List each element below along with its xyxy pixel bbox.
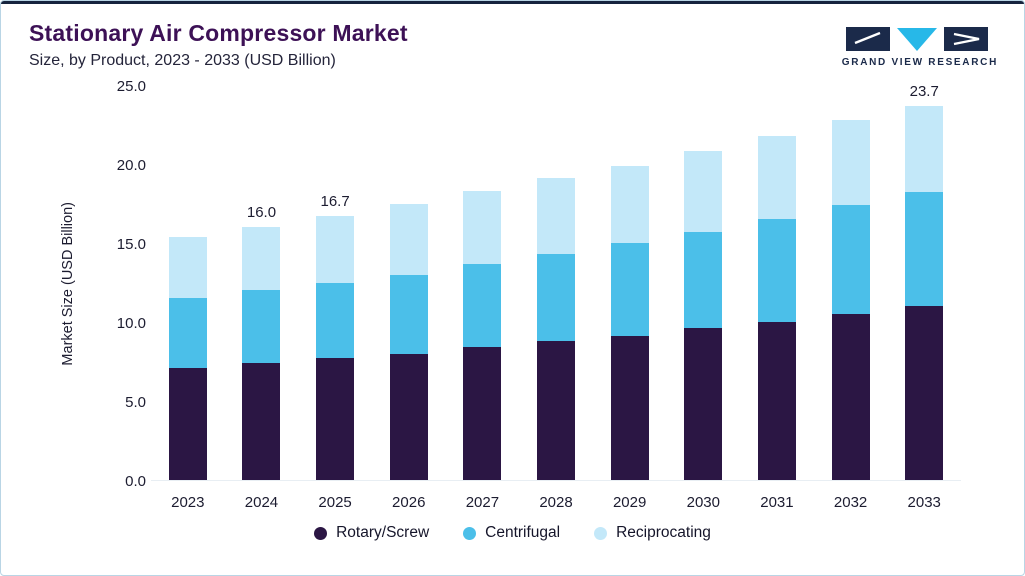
bar-segment-centrifugal bbox=[463, 263, 502, 348]
y-tick-label: 25.0 bbox=[116, 78, 146, 95]
y-tick-label: 20.0 bbox=[116, 157, 146, 174]
logo-text: GRAND VIEW RESEARCH bbox=[841, 57, 998, 68]
x-tick-label: 2031 bbox=[760, 494, 794, 511]
bar-column-2029 bbox=[593, 86, 667, 480]
bar-column-2023 bbox=[151, 86, 225, 480]
grand-view-research-logo: GRAND VIEW RESEARCH bbox=[842, 26, 998, 68]
bar-stack bbox=[168, 236, 207, 480]
bar-segment-reciprocating bbox=[389, 203, 428, 275]
bar-segment-centrifugal bbox=[537, 254, 576, 341]
bar-column-2033: 23.7 bbox=[887, 82, 961, 480]
bar-stack bbox=[831, 119, 870, 480]
x-tick-label: 2024 bbox=[244, 494, 279, 511]
legend-label: Centrifugal bbox=[485, 524, 561, 541]
legend-label: Reciprocating bbox=[616, 524, 711, 541]
bar-column-2028 bbox=[519, 86, 593, 480]
bar-segment-reciprocating bbox=[610, 165, 649, 244]
title-block: Stationary Air Compressor Market Size, b… bbox=[29, 20, 408, 70]
bar-segment-rotary-screw bbox=[684, 328, 723, 480]
bar-segment-centrifugal bbox=[831, 205, 870, 315]
logo-mark-icon bbox=[845, 27, 988, 51]
x-tick-label: 2032 bbox=[833, 494, 868, 511]
bar-column-2031 bbox=[740, 86, 814, 480]
bar-segment-centrifugal bbox=[389, 274, 428, 354]
bar-column-2025: 16.7 bbox=[298, 86, 372, 480]
bar-segment-rotary-screw bbox=[757, 322, 796, 480]
x-axis: 2023 2024 2025 2026 2027 2028 2029 2030 2031 2032… bbox=[151, 494, 961, 511]
x-tick-label: 2025 bbox=[318, 494, 352, 511]
y-axis-ticks: 0.0 5.0 10.0 15.0 20.0 25.0 bbox=[1, 78, 146, 490]
bar-segment-rotary-screw bbox=[831, 314, 870, 480]
bar-segment-centrifugal bbox=[242, 290, 281, 364]
x-tick-label: 2029 bbox=[612, 494, 647, 511]
chart-title: Stationary Air Compressor Market bbox=[29, 20, 408, 46]
bar-total-label: 23.7 bbox=[909, 82, 939, 100]
x-tick-label: 2028 bbox=[539, 494, 573, 511]
chart-header: Stationary Air Compressor Market Size, b… bbox=[1, 4, 1024, 70]
bar-segment-reciprocating bbox=[463, 190, 502, 264]
bar-segment-reciprocating bbox=[684, 151, 723, 232]
x-tick-label: 2027 bbox=[465, 494, 500, 511]
bar-segment-reciprocating bbox=[242, 227, 281, 291]
legend-item-reciprocating: Reciprocating bbox=[594, 524, 711, 542]
x-tick-label: 2026 bbox=[392, 494, 426, 511]
legend-item-rotary-screw: Rotary/Screw bbox=[314, 524, 429, 542]
bar-column-2027 bbox=[446, 86, 520, 480]
stacked-bar-chart: Market Size (USD Billion) 0.0 5.0 10.0 15.0… bbox=[1, 76, 1024, 556]
bar-segment-rotary-screw bbox=[537, 340, 576, 480]
bar-stack bbox=[389, 203, 428, 480]
bar-segment-rotary-screw bbox=[463, 347, 502, 480]
bar-column-2032 bbox=[814, 86, 888, 480]
bar-segment-reciprocating bbox=[316, 216, 355, 283]
legend-color-dot bbox=[314, 526, 328, 540]
top-accent-line bbox=[1, 1, 1024, 4]
y-tick-label: 15.0 bbox=[116, 236, 146, 253]
y-tick-label: 0.0 bbox=[125, 473, 146, 490]
bar-stack bbox=[316, 216, 355, 480]
chart-subtitle: Size, by Product, 2023 - 2033 (USD Billi… bbox=[29, 52, 336, 69]
bar-segment-rotary-screw bbox=[168, 367, 207, 480]
bar-column-2026 bbox=[372, 86, 446, 480]
bar-segment-reciprocating bbox=[757, 135, 796, 220]
x-tick-label: 2023 bbox=[171, 494, 205, 511]
bar-segment-centrifugal bbox=[610, 243, 649, 337]
bar-segment-centrifugal bbox=[905, 192, 944, 307]
bar-segment-reciprocating bbox=[168, 236, 207, 299]
bar-stack bbox=[463, 190, 502, 480]
legend-label: Rotary/Screw bbox=[336, 524, 430, 541]
bar-segment-reciprocating bbox=[905, 105, 944, 193]
bar-segment-centrifugal bbox=[168, 298, 207, 368]
bar-total-label: 16.7 bbox=[320, 193, 350, 211]
legend-item-centrifugal: Centrifugal bbox=[463, 524, 560, 542]
bar-stack bbox=[242, 227, 281, 480]
bar-total-label: 16.0 bbox=[246, 204, 277, 222]
bar-segment-rotary-screw bbox=[242, 363, 281, 480]
x-tick-label: 2033 bbox=[907, 494, 941, 511]
bar-stack bbox=[610, 165, 649, 480]
y-tick-label: 5.0 bbox=[125, 394, 146, 411]
bar-segment-rotary-screw bbox=[389, 353, 428, 480]
bar-stack bbox=[905, 105, 944, 480]
bar-stack bbox=[757, 135, 796, 480]
bar-segment-rotary-screw bbox=[316, 358, 355, 480]
y-tick-label: 10.0 bbox=[116, 315, 146, 332]
bar-segment-centrifugal bbox=[316, 282, 355, 359]
bar-segment-centrifugal bbox=[684, 231, 723, 329]
x-tick-label: 2030 bbox=[686, 494, 720, 511]
bar-column-2030 bbox=[666, 86, 740, 480]
bar-stack bbox=[684, 151, 723, 480]
bar-column-2024: 16.0 bbox=[225, 86, 299, 480]
bar-segment-centrifugal bbox=[757, 219, 796, 322]
bar-segment-rotary-screw bbox=[905, 306, 944, 480]
legend: Rotary/Screw Centrifugal Reciprocating bbox=[1, 524, 1024, 542]
bar-segment-reciprocating bbox=[831, 119, 870, 206]
legend-color-dot bbox=[594, 526, 608, 540]
bar-segment-reciprocating bbox=[537, 178, 576, 255]
bar-segment-rotary-screw bbox=[610, 336, 649, 480]
legend-color-dot bbox=[463, 526, 477, 540]
bar-stack bbox=[537, 178, 576, 480]
plot-area: 16.0 16.7 23.7 bbox=[151, 82, 961, 481]
